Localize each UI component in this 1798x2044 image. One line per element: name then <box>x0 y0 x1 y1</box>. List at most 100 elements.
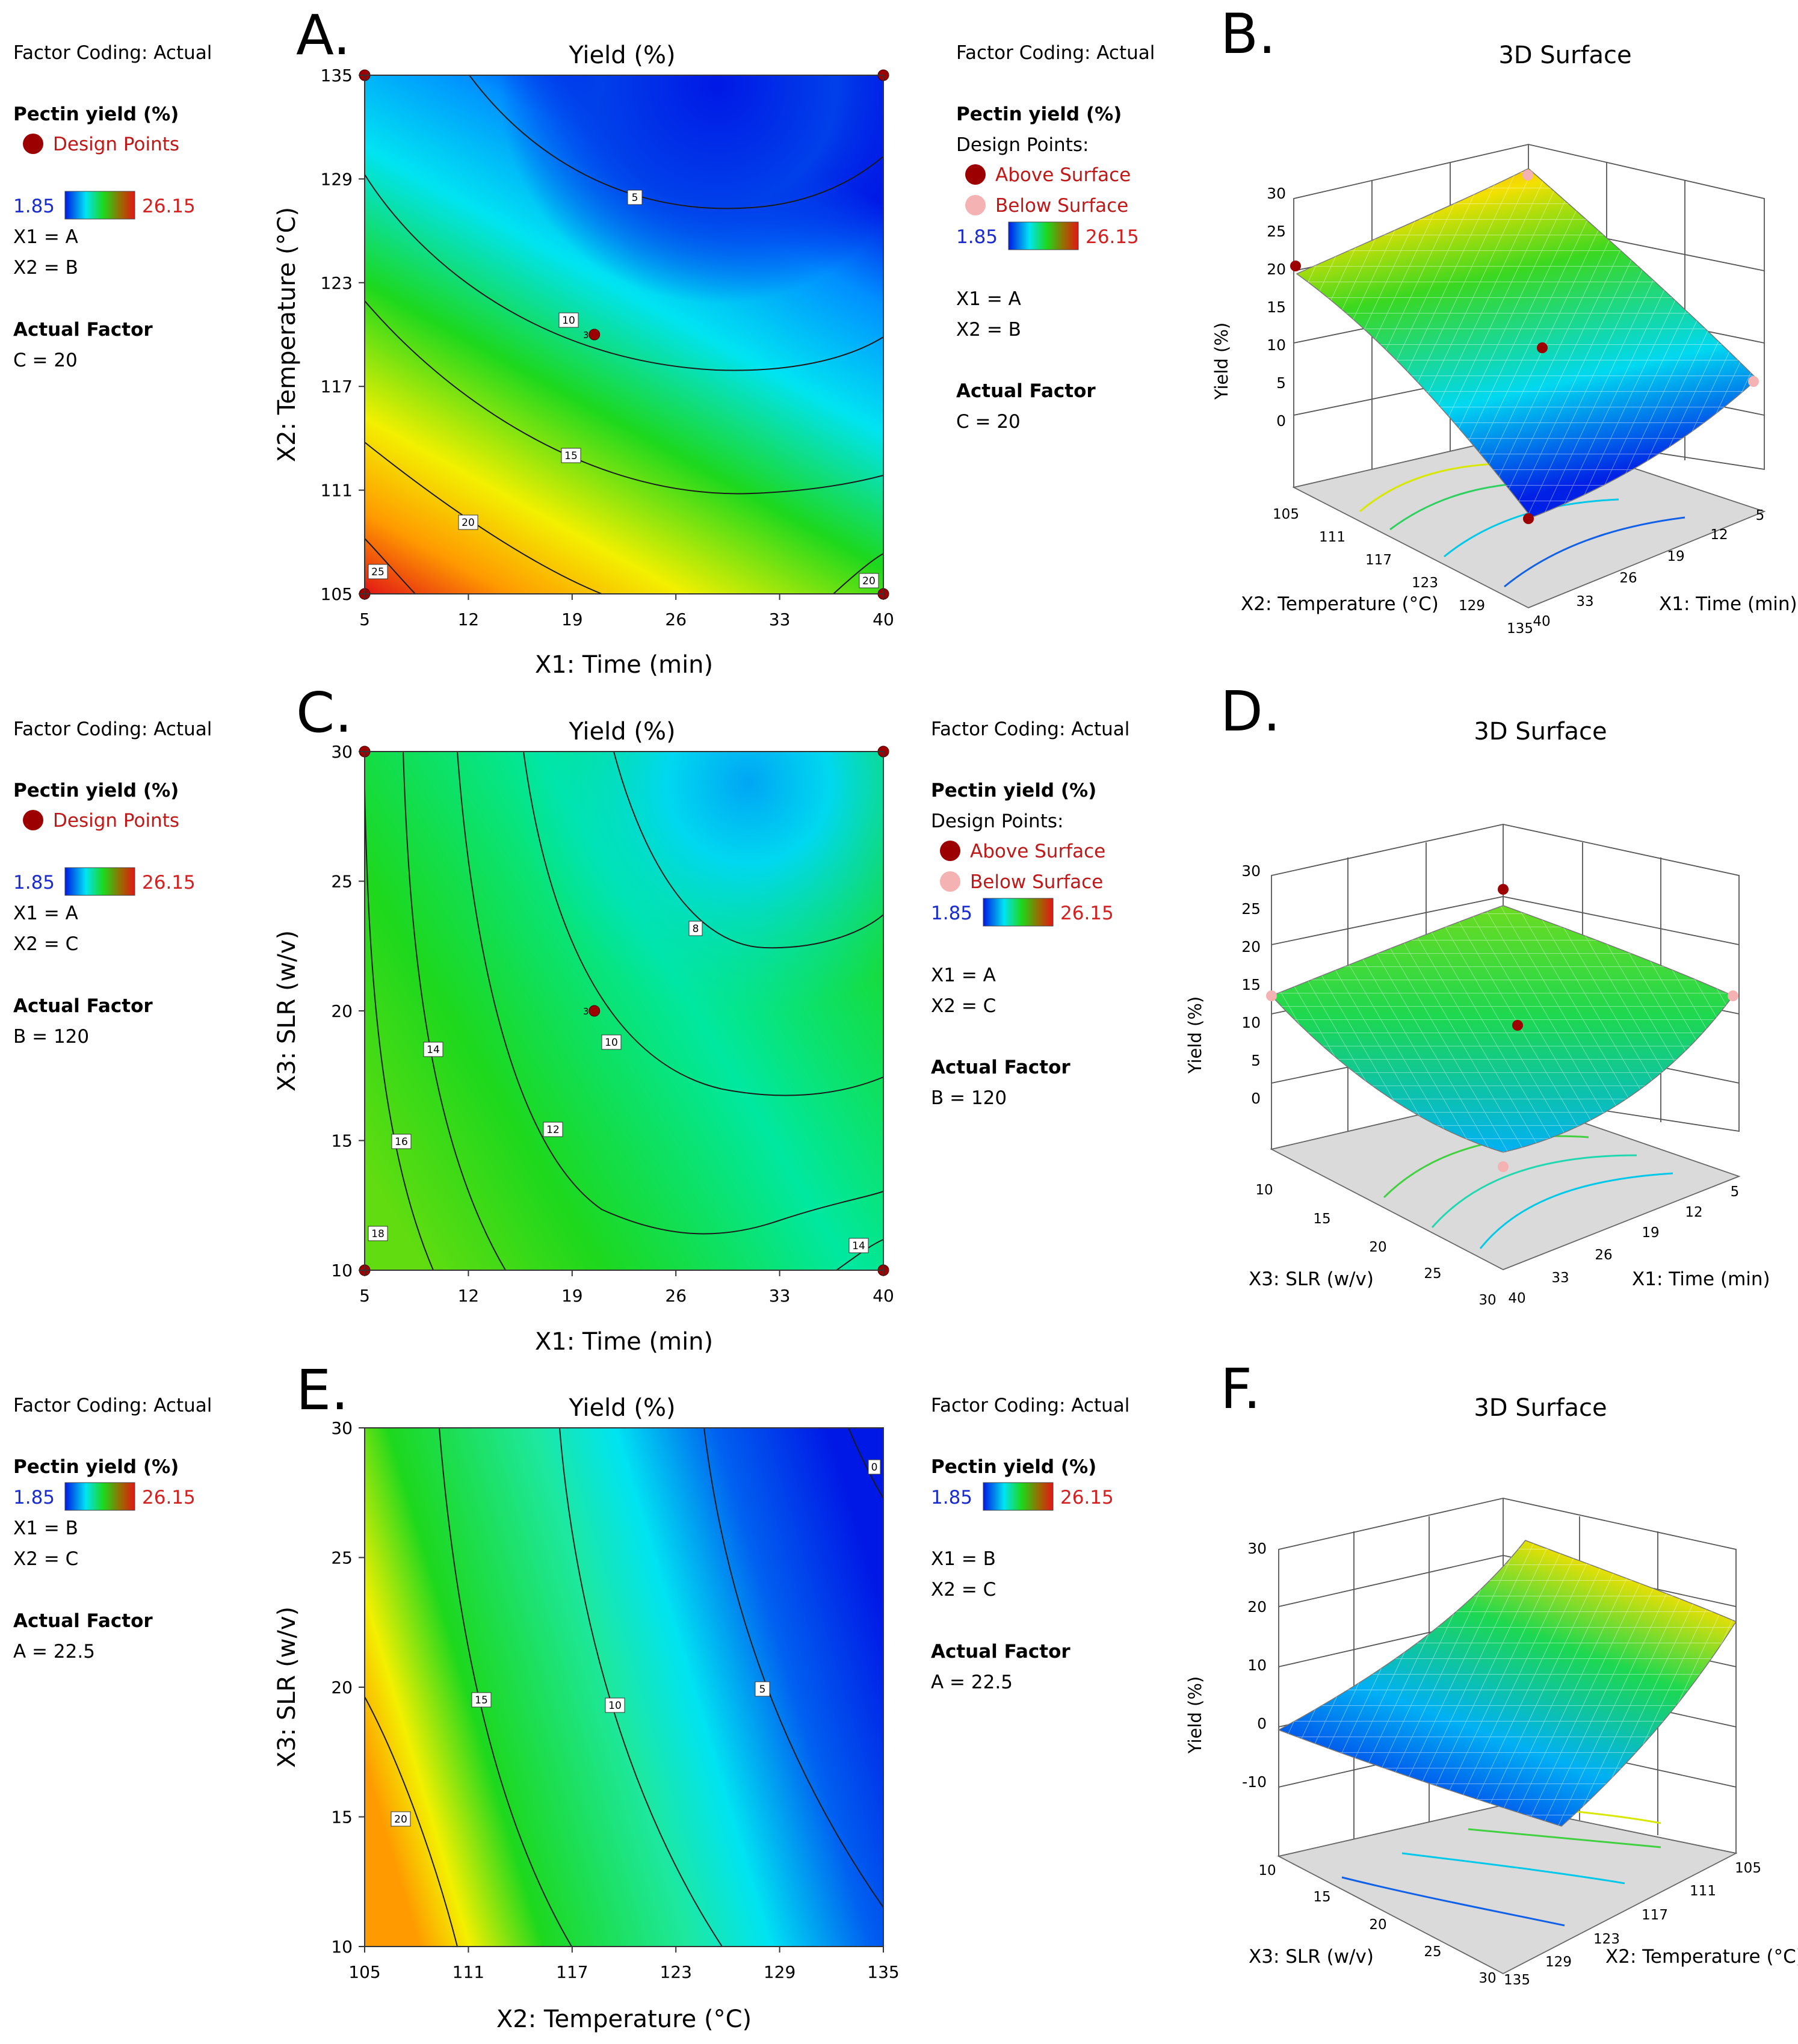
legend-d-above: Above Surface <box>970 841 1105 862</box>
legend-d-actual-factor: Actual Factor <box>931 1057 1070 1078</box>
panel-label-c: C. <box>296 681 352 745</box>
legend-b-fixed: C = 20 <box>956 411 1021 433</box>
panel-label-e: E. <box>296 1358 348 1422</box>
contour-lines-c <box>364 751 884 1271</box>
contour-label-c-5: 16 <box>395 1136 408 1148</box>
x-tick: 19 <box>1667 549 1684 564</box>
design-point-marker <box>23 810 43 830</box>
x-tick-label: 40 <box>873 610 894 629</box>
y-tick: 123 <box>1412 575 1438 591</box>
y-tick: 20 <box>1369 1240 1386 1255</box>
x-tick: 19 <box>1642 1225 1659 1241</box>
z-tick: 20 <box>1247 1598 1267 1616</box>
surface-y-ticks-d: 10 15 20 25 30 <box>1255 1182 1496 1308</box>
plot-frame-c <box>364 751 884 1271</box>
contour-fill-e <box>365 1428 883 1947</box>
legend-a-fixed: C = 20 <box>13 350 78 371</box>
contour-labels-c: 8 10 12 14 16 18 14 <box>368 921 869 1253</box>
surface-z-ticks-d: 30 25 20 15 10 5 0 <box>1241 862 1261 1107</box>
x-tick: 105 <box>1735 1860 1761 1876</box>
z-tick: 5 <box>1251 1052 1261 1069</box>
y-tick: 105 <box>1273 507 1299 522</box>
z-tick: 0 <box>1251 1090 1261 1107</box>
design-point <box>589 329 601 341</box>
surface-z-ticks-f: 30 20 10 0 -10 <box>1242 1540 1267 1791</box>
contour-label-c-4: 14 <box>427 1044 440 1056</box>
x-tick-label: 135 <box>867 1962 899 1982</box>
y-tick-label: 25 <box>331 872 353 892</box>
legend-d-coding: Factor Coding: Actual <box>931 718 1129 740</box>
x-ticks-c: 5 12 19 26 33 40 <box>359 1270 894 1306</box>
x-tick: 40 <box>1533 614 1550 629</box>
y-axis-label-e: X3: SLR (w/v) <box>273 1607 301 1768</box>
legend-e-max: 26.15 <box>142 1487 196 1508</box>
above-surface-marker <box>965 164 986 185</box>
panel-label-a: A. <box>296 3 351 67</box>
legend-d: Factor Coding: Actual Pectin yield (%) D… <box>931 718 1129 1109</box>
chart-title-c: Yield (%) <box>568 718 675 746</box>
legend-c-response: Pectin yield (%) <box>13 780 179 801</box>
x-tick: 33 <box>1576 594 1593 610</box>
legend-f-x1: X1 = B <box>931 1548 996 1570</box>
legend-a-actual-factor: Actual Factor <box>13 319 153 341</box>
plot-frame-e <box>364 1427 884 1947</box>
x-tick-label: 33 <box>769 610 791 629</box>
contour-labels-a: 5 10 15 20 25 20 <box>368 190 879 588</box>
z-tick: 20 <box>1241 938 1261 956</box>
z-tick: -10 <box>1242 1773 1267 1791</box>
y-tick: 10 <box>1258 1863 1276 1879</box>
legend-e: Factor Coding: Actual Pectin yield (%) 1… <box>13 1395 212 1663</box>
contour-label-a-6: 20 <box>862 575 876 587</box>
legend-f-response: Pectin yield (%) <box>931 1456 1096 1478</box>
surface-z-label-d: Yield (%) <box>1185 996 1205 1074</box>
legend-c: Factor Coding: Actual Pectin yield (%) D… <box>13 718 212 1048</box>
x-tick-label: 5 <box>359 1286 370 1306</box>
legend-e-coding: Factor Coding: Actual <box>13 1395 212 1416</box>
z-tick: 10 <box>1247 1657 1267 1674</box>
y-ticks-e: 10 15 20 25 30 <box>331 1418 365 1957</box>
surface-z-label-f: Yield (%) <box>1185 1676 1205 1754</box>
legend-d-response: Pectin yield (%) <box>931 780 1096 801</box>
legend-f-x2: X2 = C <box>931 1579 996 1601</box>
legend-c-design-points: Design Points <box>53 810 179 832</box>
legend-b-min: 1.85 <box>956 226 998 248</box>
contour-fill-c-top <box>365 752 883 1270</box>
surface-title-d: 3D Surface <box>1474 718 1607 746</box>
legend-b-below: Below Surface <box>995 195 1128 217</box>
x-tick: 129 <box>1545 1954 1572 1970</box>
surface-panel-b: B. 3D Surface 30 25 20 15 10 5 0 <box>1211 2 1797 637</box>
x-tick-label: 5 <box>359 610 370 629</box>
legend-d-x1: X1 = A <box>931 965 996 986</box>
z-tick: 25 <box>1267 223 1286 240</box>
legend-f-fixed: A = 22.5 <box>931 1672 1013 1693</box>
contour-lines-e <box>364 1427 884 1947</box>
legend-f-actual-factor: Actual Factor <box>931 1641 1070 1663</box>
contour-fill-a-top <box>365 75 883 594</box>
z-tick: 15 <box>1241 976 1261 993</box>
y-tick-label: 15 <box>331 1131 353 1151</box>
x-tick: 117 <box>1642 1907 1668 1923</box>
x-tick-label: 19 <box>561 610 583 629</box>
z-tick: 25 <box>1241 900 1261 918</box>
y-tick-label: 10 <box>331 1261 353 1280</box>
z-tick: 10 <box>1267 336 1286 354</box>
legend-b-response: Pectin yield (%) <box>956 103 1122 125</box>
surface-z-ticks-b: 30 25 20 15 10 5 0 <box>1267 185 1286 430</box>
surface-title-f: 3D Surface <box>1474 1394 1607 1422</box>
design-point-count: 3 <box>583 330 589 341</box>
contour-label-a-4: 20 <box>462 517 475 529</box>
legend-a-design-points: Design Points <box>53 134 179 155</box>
x-axis-label-e: X2: Temperature (°C) <box>496 2005 752 2033</box>
z-tick: 0 <box>1257 1715 1267 1732</box>
legend-d-min: 1.85 <box>931 903 972 924</box>
x-tick-label: 19 <box>561 1286 583 1306</box>
contour-label-a-3: 15 <box>564 450 578 462</box>
x-tick: 33 <box>1551 1270 1569 1286</box>
y-tick: 129 <box>1459 598 1485 614</box>
x-tick-label: 123 <box>660 1962 691 1982</box>
contour-panel-a: A. Yield (%) 5 10 15 20 25 20 3 5 12 19 26 3… <box>273 3 894 679</box>
contour-label-e-3: 10 <box>608 1700 622 1712</box>
x-tick: 40 <box>1508 1291 1525 1306</box>
contour-label-e-5: 0 <box>871 1462 878 1474</box>
z-tick: 10 <box>1241 1014 1261 1031</box>
